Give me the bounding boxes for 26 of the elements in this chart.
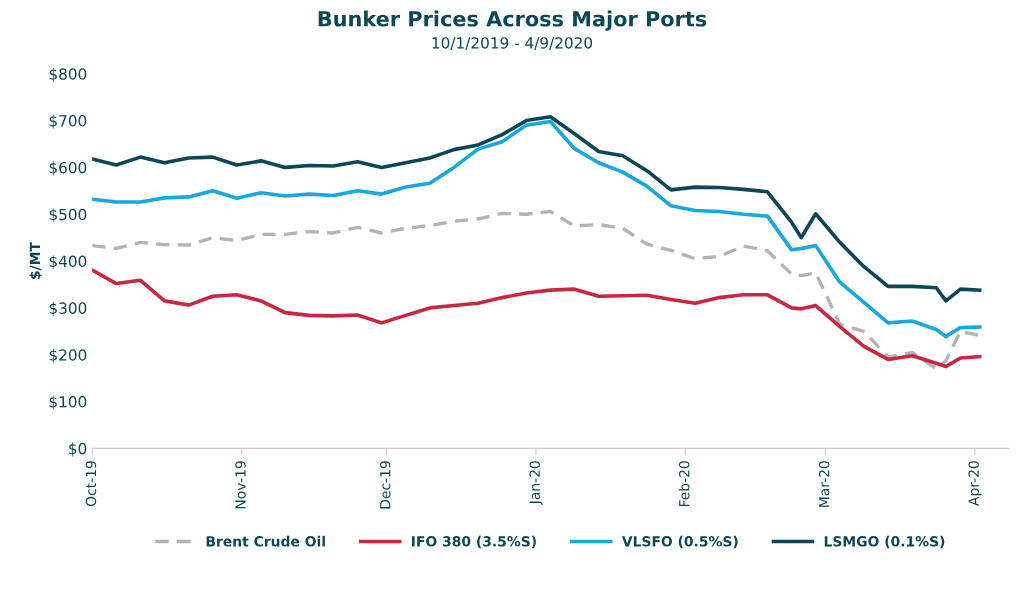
x-tick-label: Oct-19 <box>85 461 97 507</box>
line-series <box>92 119 982 339</box>
x-tick-label: Nov-19 <box>235 461 246 509</box>
legend-label: Brent Crude Oil <box>206 535 325 547</box>
x-tick-label: Apr-20 <box>968 461 982 506</box>
y-tick-label: $300 <box>49 302 87 316</box>
y-tick-label: $100 <box>49 395 87 410</box>
line-series <box>92 268 982 369</box>
y-tick-label: $800 <box>49 67 87 82</box>
legend-label: VLSFO (0.5%S) <box>621 535 738 549</box>
y-tick-label: $500 <box>49 208 87 223</box>
x-tick-label: Mar-20 <box>818 461 830 507</box>
x-tick-label: Feb-20 <box>678 461 690 507</box>
y-tick-label: $0 <box>69 442 87 457</box>
y-tick-label: $200 <box>49 348 87 363</box>
line-series <box>92 115 982 303</box>
legend-label: LSMGO (0.1%S) <box>824 535 945 549</box>
y-axis-title: $/MT <box>29 242 43 280</box>
x-tick-label: Dec-19 <box>379 461 391 509</box>
x-tick-label: Jan-20 <box>529 461 543 506</box>
y-tick-label: $400 <box>49 255 87 270</box>
chart-title: Bunker Prices Across Major Ports <box>318 10 707 31</box>
chart-subtitle: 10/1/2019 - 4/9/2020 <box>432 37 593 50</box>
legend-label: IFO 380 (3.5%S) <box>412 535 536 549</box>
y-tick-label: $600 <box>49 161 87 176</box>
y-tick-label: $700 <box>49 114 87 129</box>
